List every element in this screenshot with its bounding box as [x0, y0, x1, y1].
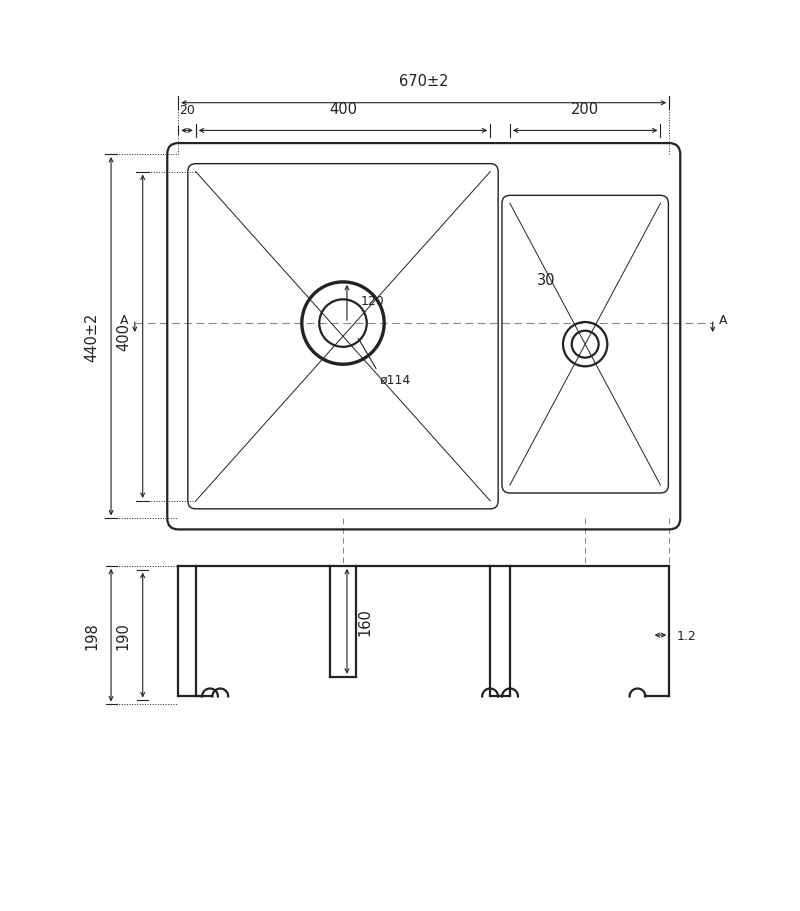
Text: 120: 120: [361, 294, 384, 308]
Text: 190: 190: [116, 621, 131, 650]
Text: 198: 198: [84, 621, 99, 650]
Text: 400: 400: [329, 102, 357, 117]
Text: 20: 20: [179, 104, 195, 117]
Text: 160: 160: [358, 608, 372, 636]
Text: 200: 200: [571, 102, 599, 117]
Text: ø114: ø114: [380, 373, 411, 386]
Text: 440±2: 440±2: [84, 312, 99, 362]
Text: 670±2: 670±2: [399, 75, 449, 89]
Text: 1.2: 1.2: [677, 629, 697, 642]
Text: 400: 400: [116, 322, 131, 351]
Text: 30: 30: [537, 273, 555, 288]
Text: A: A: [120, 313, 129, 326]
Text: A: A: [719, 313, 727, 326]
